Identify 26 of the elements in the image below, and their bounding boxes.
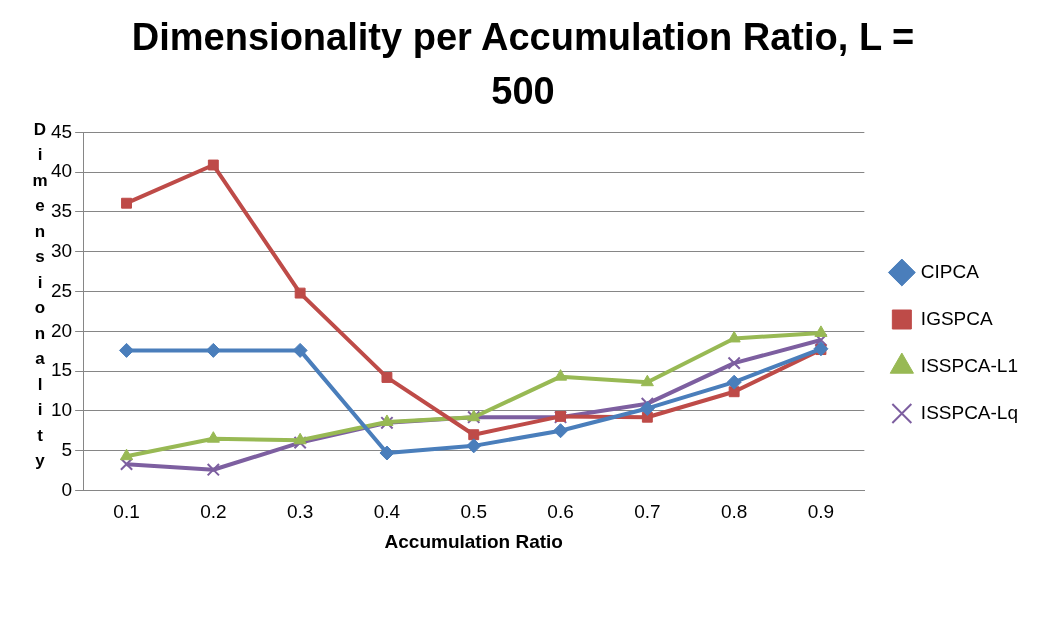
x-axis-title: Accumulation Ratio: [384, 530, 563, 552]
legend-label: ISSPCA-L1: [920, 354, 1018, 376]
legend-label: CIPCA: [920, 260, 980, 282]
x-tick-label: 0.9: [807, 501, 835, 523]
y-tick-label: 30: [50, 239, 73, 261]
x-tick-label: 0.6: [547, 501, 574, 523]
x-tick-label: 0.5: [460, 501, 487, 523]
y-tick-label: 15: [50, 359, 73, 381]
y-tick-label: 5: [61, 438, 73, 460]
chart-title: Dimensionality per Accumulation Ratio, L = 500: [130, 15, 916, 114]
x-tick-label: 0.2: [200, 501, 227, 523]
y-tick-label: 0: [61, 478, 73, 500]
y-tick-label: 25: [50, 279, 73, 301]
x-tick-label: 0.3: [286, 501, 314, 523]
y-tick-label: 45: [50, 120, 73, 142]
y-tick-label: 35: [50, 200, 73, 222]
legend-label: IGSPCA: [920, 307, 993, 329]
x-tick-label: 0.4: [373, 501, 401, 523]
y-tick-label: 40: [50, 160, 73, 182]
x-tick-label: 0.1: [113, 501, 140, 523]
legend-label: ISSPCA-Lq: [920, 401, 1018, 423]
text: Dimensionality: [32, 119, 48, 471]
x-tick-label: 0.8: [720, 501, 748, 523]
x-tick-label: 0.7: [634, 501, 661, 523]
y-tick-label: 10: [50, 399, 73, 421]
y-tick-label: 20: [50, 319, 73, 341]
